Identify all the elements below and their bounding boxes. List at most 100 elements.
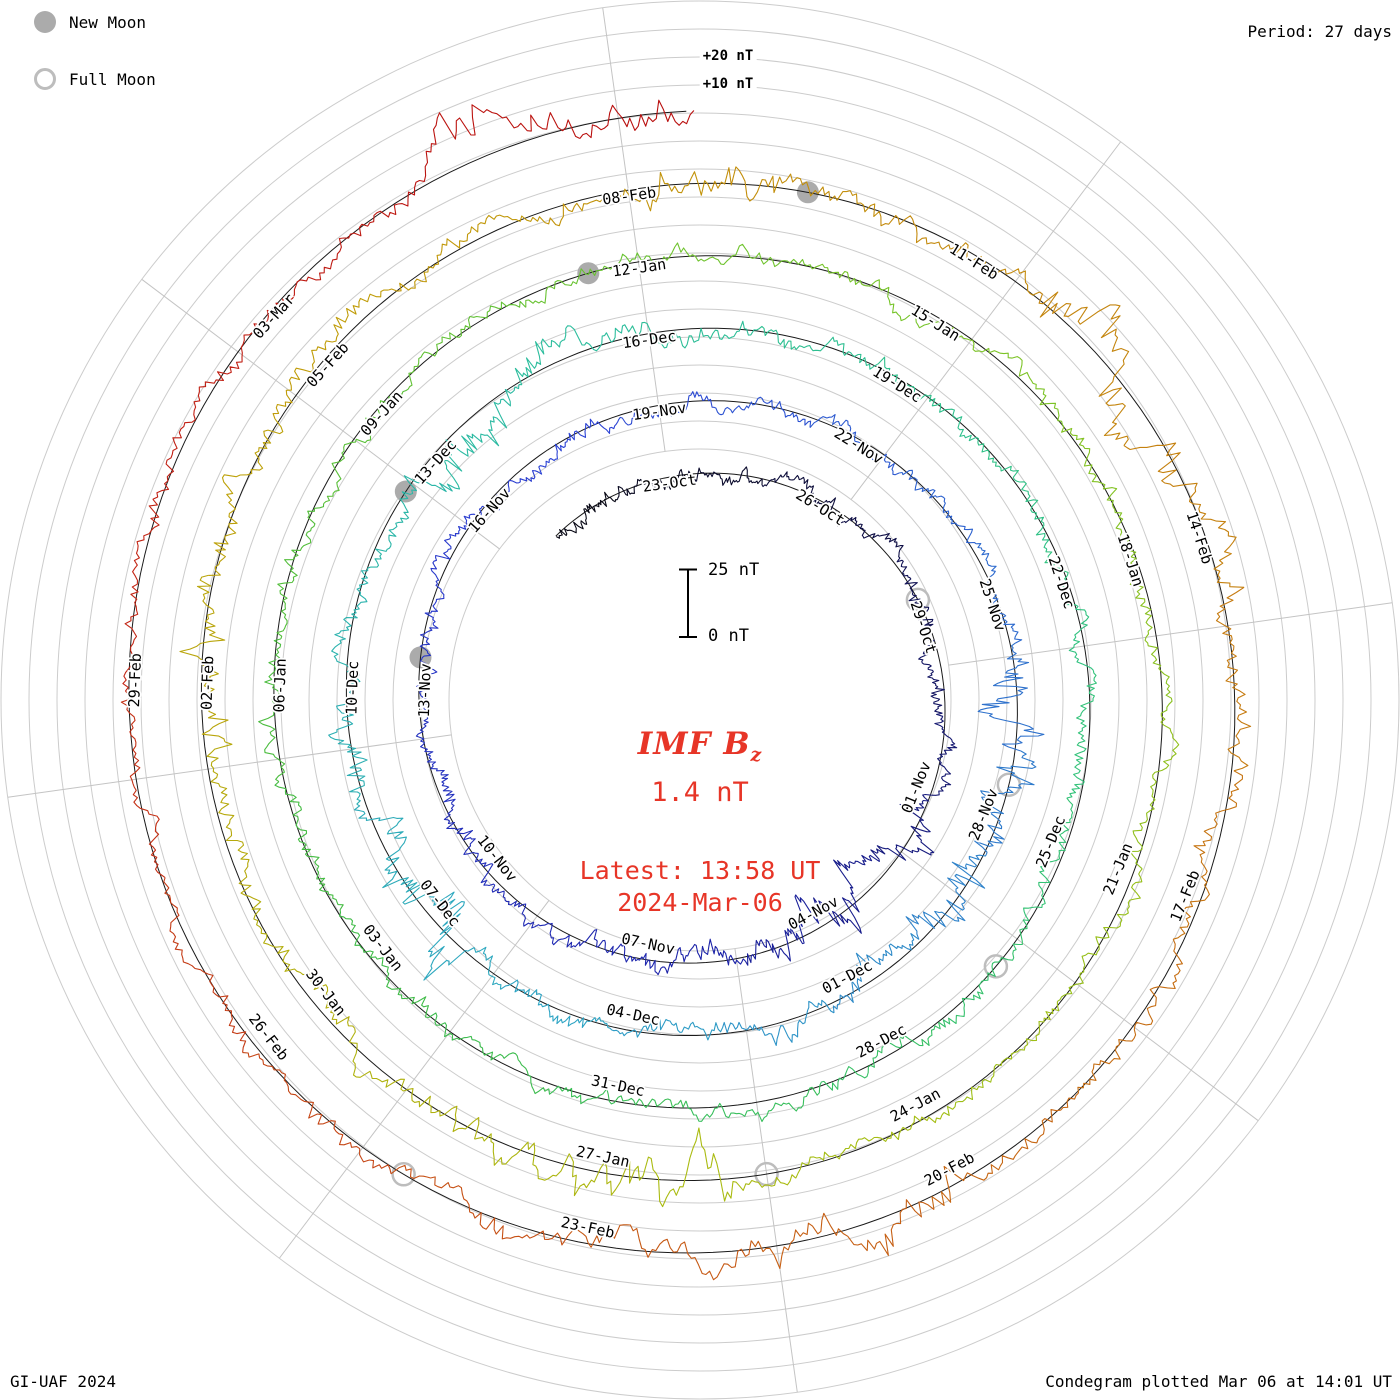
data-segment [795, 1112, 945, 1179]
date-label: 28-Dec [853, 1020, 909, 1061]
period-label: Period: 27 days [1247, 22, 1393, 41]
data-segment [458, 470, 536, 532]
data-segment [1077, 938, 1183, 1094]
data-segment [896, 557, 934, 635]
data-segment [877, 356, 980, 443]
date-label: 03-Mar [249, 290, 299, 342]
data-segment [938, 919, 1028, 1028]
grid-circle [336, 336, 1064, 1064]
data-segment [500, 979, 611, 1029]
grid-circle [448, 448, 952, 952]
data-segment [616, 468, 689, 500]
date-label: 12-Jan [611, 255, 667, 280]
data-segment [811, 263, 948, 332]
data-segment [567, 1224, 752, 1281]
data-segment [443, 384, 520, 490]
data-segment [918, 633, 945, 714]
data-segment [579, 99, 695, 139]
grid-circle [140, 140, 1260, 1260]
data-segment [809, 414, 900, 476]
data-segment [713, 396, 812, 428]
data-segment [721, 999, 835, 1046]
data-segment [905, 853, 987, 940]
data-segment [443, 803, 496, 887]
data-segment [1057, 868, 1143, 1002]
data-segment [1129, 562, 1173, 714]
full-moon-marker [905, 587, 931, 613]
grid-circle [224, 224, 1176, 1176]
data-segment [163, 877, 247, 1053]
data-segment [833, 510, 904, 559]
date-label: 19-Dec [869, 362, 924, 406]
grid-spoke [850, 141, 1122, 500]
data-segment [931, 1092, 1079, 1210]
credit-label: GI-UAF 2024 [10, 1372, 116, 1391]
plus10-nt-label: +10 nT [699, 76, 757, 92]
data-segment [390, 1164, 569, 1246]
data-segment [832, 933, 920, 1013]
data-segment [630, 320, 757, 349]
date-label: 31-Dec [590, 1071, 647, 1100]
grid-circle [308, 308, 1092, 1092]
grid-circle [252, 252, 1148, 1148]
data-segment [1061, 426, 1137, 564]
data-segment [880, 214, 1040, 296]
date-label: 14-Feb [1183, 509, 1217, 566]
date-label: 29-Feb [125, 653, 145, 708]
data-segment [208, 418, 284, 576]
data-segment [756, 325, 879, 370]
data-segment [424, 531, 460, 626]
full-moon-icon [34, 68, 56, 90]
data-segment [899, 469, 977, 545]
data-segment [353, 803, 431, 905]
data-segment [544, 171, 712, 227]
data-segment [415, 716, 456, 805]
data-segment [242, 1052, 392, 1174]
grid-circle [364, 364, 1036, 1036]
data-segment [397, 104, 581, 207]
data-segment [813, 854, 880, 934]
data-segment [617, 391, 715, 426]
date-label: 11-Feb [946, 240, 1001, 284]
data-segment [1023, 797, 1074, 922]
date-label: 16-Nov [465, 484, 515, 536]
date-label: 08-Feb [601, 183, 657, 208]
data-segment [556, 491, 618, 539]
grid-circle [420, 420, 980, 980]
data-segment [251, 899, 356, 1029]
data-segment [710, 166, 882, 218]
date-label: 24-Jan [887, 1084, 943, 1125]
full-moon-marker [391, 1162, 416, 1187]
date-label: 22-Nov [831, 424, 886, 468]
date-label: 05-Feb [303, 339, 353, 391]
date-label: 10-Dec [342, 660, 362, 715]
date-label: 25-Nov [976, 576, 1010, 633]
data-segment [252, 203, 399, 333]
data-segment [566, 929, 656, 972]
current-value: 1.4 nT [651, 777, 749, 808]
grid-circle [280, 280, 1120, 1120]
data-segment [152, 331, 253, 500]
data-segment [474, 1133, 636, 1197]
data-segment [179, 574, 229, 743]
data-segment [819, 1022, 941, 1091]
grid-spoke [734, 948, 798, 1393]
scale-bar-bottom-label: 0 nT [708, 626, 749, 646]
data-segment [634, 1127, 797, 1208]
grid-spoke [602, 7, 666, 452]
data-segment [654, 938, 746, 976]
legend-full-moon: Full Moon [34, 68, 156, 90]
data-segment [1129, 713, 1180, 870]
data-segment [323, 388, 409, 505]
data-segment [514, 324, 632, 386]
grid-spoke [7, 734, 452, 798]
grid-spoke [948, 602, 1393, 666]
full-moon-label: Full Moon [69, 69, 156, 89]
data-segment [258, 638, 286, 783]
date-label: 30-Jan [302, 965, 350, 1019]
grid-circle [28, 28, 1372, 1372]
plot-timestamp-label: Condegram plotted Mar 06 at 14:01 UT [1045, 1372, 1392, 1391]
grid-spoke [278, 900, 550, 1259]
